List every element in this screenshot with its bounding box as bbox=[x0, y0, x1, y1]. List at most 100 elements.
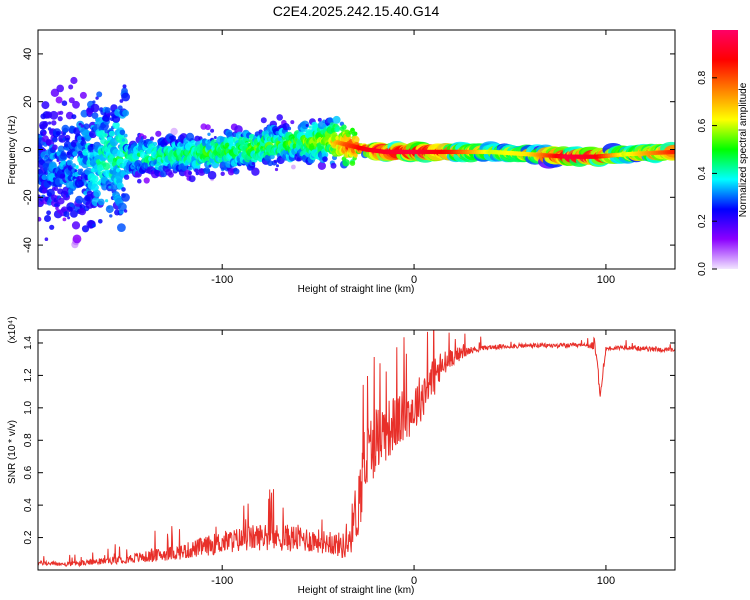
spectral-point bbox=[49, 110, 59, 120]
spectral-point bbox=[335, 127, 341, 132]
spectrogram-x-tick-label: 100 bbox=[597, 274, 615, 286]
spectral-point bbox=[207, 132, 211, 136]
spectral-point bbox=[273, 159, 277, 163]
spectral-point bbox=[213, 136, 217, 139]
spectral-point bbox=[50, 88, 60, 98]
spectral-point bbox=[220, 171, 225, 176]
spectral-point bbox=[143, 177, 150, 184]
spectral-point bbox=[53, 186, 59, 191]
spectral-point bbox=[52, 144, 58, 151]
spectral-point bbox=[227, 136, 235, 145]
figure-title: C2E4.2025.242.15.40.G14 bbox=[273, 3, 440, 19]
spectrogram-y-tick-label: -20 bbox=[22, 189, 34, 205]
spectral-point bbox=[341, 124, 347, 130]
spectral-point bbox=[117, 223, 126, 233]
spectral-point bbox=[276, 164, 279, 168]
spectral-point bbox=[207, 170, 217, 180]
spectral-point bbox=[349, 160, 356, 166]
spectrogram-y-tick-label: 20 bbox=[22, 96, 34, 108]
spectral-point bbox=[75, 165, 79, 169]
spectral-point bbox=[155, 130, 162, 137]
spectral-point bbox=[104, 107, 111, 114]
spectral-point bbox=[42, 121, 49, 127]
spectral-point bbox=[308, 125, 312, 129]
snr-x-tick-label: -100 bbox=[211, 575, 233, 587]
spectral-point bbox=[251, 162, 255, 166]
spectral-point bbox=[57, 116, 63, 122]
spectrogram-x-tick-label: -100 bbox=[211, 274, 233, 286]
spectral-point bbox=[92, 223, 96, 228]
spectral-point bbox=[82, 149, 89, 156]
spectral-point bbox=[41, 101, 50, 110]
spectral-point bbox=[70, 156, 74, 160]
spectral-point bbox=[327, 117, 334, 124]
spectral-point bbox=[69, 203, 74, 208]
spectral-point bbox=[102, 162, 111, 171]
snr-x-tick-label: 0 bbox=[411, 575, 417, 587]
spectral-point bbox=[39, 201, 44, 205]
spectrogram-y-label: Frequency (Hz) bbox=[7, 116, 18, 185]
snr-series-line bbox=[38, 330, 675, 568]
spectral-point bbox=[123, 209, 128, 213]
spectral-point bbox=[188, 175, 196, 183]
spectral-point bbox=[48, 121, 52, 125]
spectral-point bbox=[233, 168, 240, 175]
spectral-point bbox=[287, 126, 292, 131]
spectral-point bbox=[276, 114, 284, 121]
colorbar-tick-label: 0.4 bbox=[697, 166, 708, 180]
spectral-point bbox=[90, 103, 100, 113]
spectral-point bbox=[44, 237, 49, 241]
spectral-point bbox=[137, 178, 142, 184]
spectral-point bbox=[105, 205, 114, 214]
spectral-point bbox=[153, 141, 158, 147]
spectral-point bbox=[260, 117, 267, 124]
spectral-point bbox=[75, 195, 84, 204]
spectral-point bbox=[89, 130, 97, 139]
colorbar-bar bbox=[712, 30, 738, 269]
spectral-ridge-point bbox=[669, 149, 675, 155]
spectral-point bbox=[58, 134, 67, 143]
colorbar: 0.0 0.2 0.4 0.6 0.8 Normalized spectral ampl… bbox=[697, 30, 749, 276]
spectral-point bbox=[79, 168, 84, 173]
spectral-point bbox=[208, 164, 212, 168]
spectral-point bbox=[60, 151, 66, 157]
spectral-point bbox=[330, 162, 337, 169]
colorbar-label: Normalized spectral amplitude bbox=[738, 82, 749, 217]
spectral-point bbox=[90, 143, 94, 148]
spectral-point bbox=[342, 159, 350, 167]
spectral-point bbox=[317, 117, 322, 122]
spectrogram-y-tick-label: 40 bbox=[22, 48, 34, 60]
spectral-point bbox=[350, 127, 355, 132]
spectral-point bbox=[112, 121, 120, 129]
snr-frame bbox=[37, 329, 676, 571]
spectral-point bbox=[210, 128, 215, 133]
spectral-point bbox=[290, 120, 295, 125]
spectral-point bbox=[168, 171, 174, 178]
spectral-point bbox=[61, 124, 70, 133]
spectral-point bbox=[248, 139, 252, 143]
colorbar-tick-label: 0.2 bbox=[697, 214, 708, 228]
spectrogram-y-tick-label: 0 bbox=[22, 146, 34, 152]
spectral-point bbox=[62, 217, 67, 222]
spectral-point bbox=[68, 97, 75, 104]
spectral-point bbox=[59, 110, 64, 115]
spectral-point bbox=[108, 130, 115, 137]
spectral-point bbox=[267, 160, 274, 167]
spectral-point bbox=[353, 131, 358, 136]
spectral-point bbox=[42, 131, 47, 135]
spectral-point bbox=[95, 96, 99, 100]
spectral-point bbox=[274, 167, 279, 172]
spectral-point bbox=[71, 221, 81, 230]
spectral-point bbox=[41, 174, 48, 181]
colorbar-ticks: 0.0 0.2 0.4 0.6 0.8 bbox=[697, 70, 717, 276]
snr-x-ticks: -100 0 100 bbox=[211, 330, 615, 587]
spectral-point bbox=[322, 156, 328, 162]
spectral-point bbox=[70, 191, 74, 195]
spectral-point bbox=[105, 199, 109, 203]
spectral-point bbox=[41, 188, 47, 194]
spectral-point bbox=[53, 198, 59, 203]
spectral-point bbox=[121, 193, 130, 202]
spectral-point bbox=[122, 109, 129, 117]
snr-scale-label: (x10⁴) bbox=[7, 316, 18, 343]
